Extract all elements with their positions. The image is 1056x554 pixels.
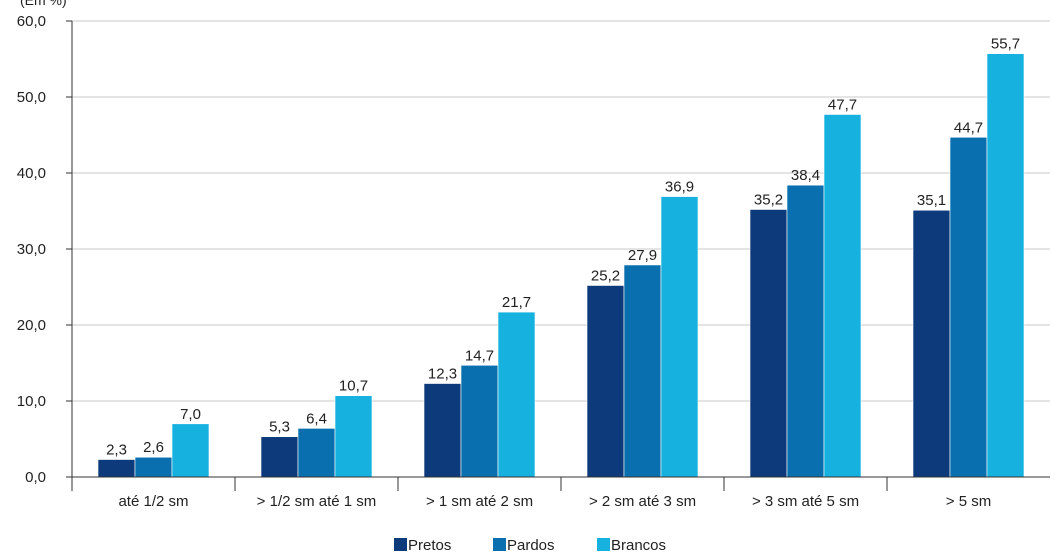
bar-pretos	[749, 209, 788, 478]
legend-swatch-brancos	[597, 538, 610, 551]
legend-swatch-pardos	[493, 538, 506, 551]
legend-label: Pretos	[408, 537, 451, 554]
legend-label: Brancos	[611, 537, 666, 554]
data-label: 35,1	[917, 192, 946, 209]
data-label: 10,7	[339, 378, 368, 395]
bar-pretos	[423, 383, 462, 478]
bar-brancos	[660, 196, 699, 478]
y-tick-label: 60,0	[17, 13, 46, 30]
bar-pardos	[786, 184, 825, 478]
bar-brancos	[823, 114, 862, 478]
bar-brancos	[986, 53, 1025, 478]
bar-pardos	[949, 136, 988, 478]
x-tick-label: > 3 sm até 5 sm	[752, 493, 859, 510]
legend: Pretos Pardos Brancos	[394, 537, 666, 554]
bar-pretos	[586, 285, 625, 478]
x-tick-label: > 2 sm até 3 sm	[589, 493, 696, 510]
data-label: 47,7	[828, 96, 857, 113]
data-label: 12,3	[428, 366, 457, 383]
y-tick-label: 50,0	[17, 89, 46, 106]
y-tick-label: 30,0	[17, 241, 46, 258]
x-tick-label: > 1/2 sm até 1 sm	[257, 493, 377, 510]
y-axis-unit-label: (Em %)	[20, 0, 67, 8]
x-tick-label: > 1 sm até 2 sm	[426, 493, 533, 510]
x-tick-label: até 1/2 sm	[118, 493, 188, 510]
data-label: 25,2	[591, 267, 620, 284]
data-label: 44,7	[954, 119, 983, 136]
data-label: 21,7	[502, 294, 531, 311]
bar-pardos	[134, 456, 173, 478]
legend-label: Pardos	[507, 537, 555, 554]
bar-pardos	[297, 428, 336, 478]
y-tick-label: 40,0	[17, 165, 46, 182]
bar-pardos	[623, 264, 662, 478]
data-label: 27,9	[628, 247, 657, 264]
bar-brancos	[497, 311, 536, 478]
gridlines	[72, 20, 1050, 402]
bar-pardos	[460, 364, 499, 478]
data-label: 38,4	[791, 167, 820, 184]
bar-brancos	[334, 395, 373, 478]
bar-pretos	[912, 209, 951, 478]
bars	[97, 53, 1025, 478]
data-label: 2,3	[106, 442, 127, 459]
x-axis-ticks: até 1/2 sm > 1/2 sm até 1 sm > 1 sm até 2 …	[118, 477, 991, 510]
bar-brancos	[171, 423, 210, 478]
bar-pretos	[97, 459, 136, 478]
bar-pretos	[260, 436, 299, 478]
data-labels: 2,3 2,6 7,0 5,3 6,4 10,7 12,3 14,7 21,7 25,2 27,9 3…	[106, 36, 1020, 459]
data-label: 6,4	[306, 410, 327, 427]
y-axis-ticks: 0,0 10,0 20,0 30,0 40,0 50,0 60,0	[17, 13, 72, 486]
data-label: 7,0	[180, 406, 201, 423]
y-tick-label: 10,0	[17, 393, 46, 410]
y-tick-label: 20,0	[17, 317, 46, 334]
data-label: 5,3	[269, 419, 290, 436]
legend-swatch-pretos	[394, 538, 407, 551]
data-label: 35,2	[754, 191, 783, 208]
x-tick-label: > 5 sm	[946, 493, 991, 510]
data-label: 2,6	[143, 439, 164, 456]
data-label: 55,7	[991, 36, 1020, 53]
data-label: 36,9	[665, 179, 694, 196]
y-tick-label: 0,0	[25, 469, 46, 486]
data-label: 14,7	[465, 347, 494, 364]
